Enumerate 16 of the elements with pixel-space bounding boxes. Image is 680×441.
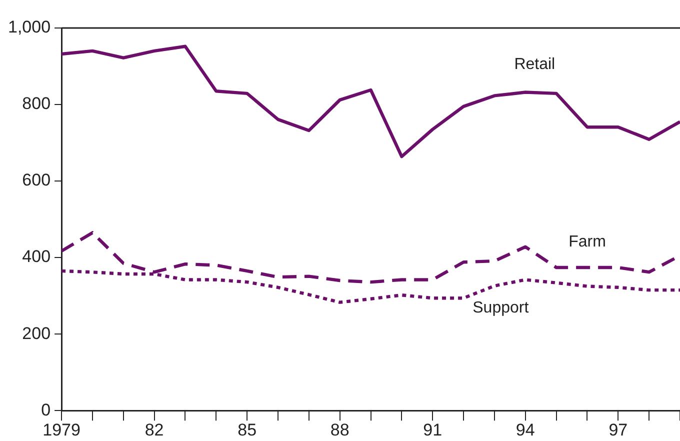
x-tick-label: 85 — [238, 420, 257, 440]
series-label: Retail — [514, 56, 556, 73]
x-tick-label: 91 — [423, 420, 442, 440]
y-tick-label: 600 — [22, 170, 51, 190]
x-tick-label: 82 — [144, 420, 164, 440]
y-tick-label: 0 — [41, 400, 51, 420]
series-label: Farm — [568, 234, 606, 251]
x-tick-label: 97 — [608, 420, 628, 440]
y-tick-label: 800 — [22, 94, 51, 114]
x-tick-label: 88 — [330, 420, 350, 440]
x-tick-label: 1979 — [42, 420, 80, 440]
y-tick-label: 200 — [22, 324, 51, 343]
y-tick-label: 400 — [22, 247, 51, 266]
series-label: Support — [472, 299, 530, 316]
y-tick-label: 1,000 — [8, 18, 51, 37]
x-tick-label: 94 — [516, 420, 535, 440]
